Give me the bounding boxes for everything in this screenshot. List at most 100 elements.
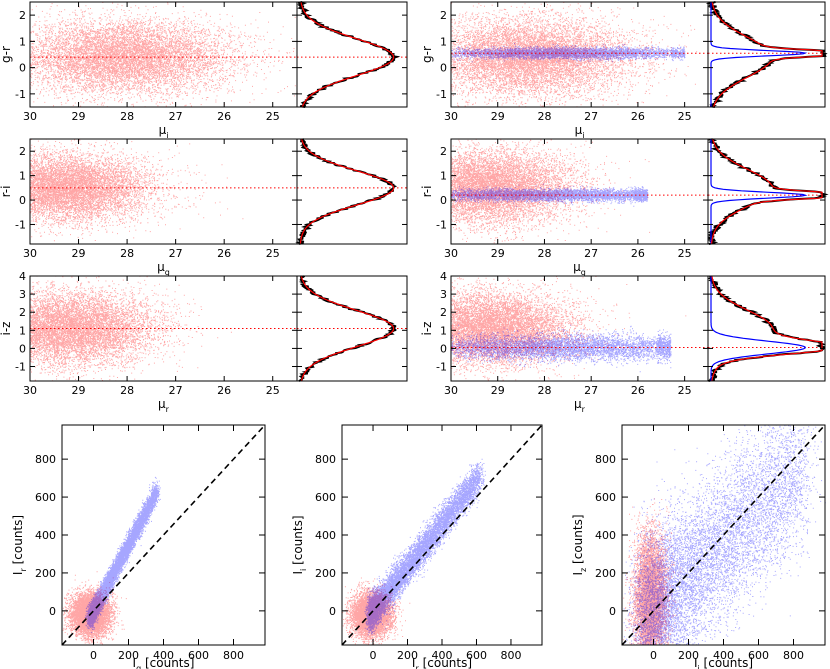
y-tick-label: 0 [329,605,336,618]
x-axis-label-subscript: r [166,405,170,414]
y-tick-label: 800 [595,453,616,466]
y-axis-label-part: I [571,572,585,576]
one-to-one-line [61,424,266,646]
y-tick-label: -1 [436,88,447,101]
x-tick-label: 29 [72,110,86,123]
x-tick-label: 29 [491,247,505,260]
x-tick-label: 200 [118,649,139,662]
scatter-points-layer [30,1,826,646]
x-axis-label-subscript: r [582,405,586,414]
x-axis-label-part: g [136,664,141,669]
x-tick-label: 25 [678,384,692,397]
x-tick-label: 30 [444,384,458,397]
y-tick-label: 0 [440,62,447,75]
scatter-points [62,571,127,645]
x-tick-label: 25 [266,247,280,260]
x-tick-label: 30 [444,110,458,123]
y-axis-label: i-z [420,322,434,336]
histogram-field-fit [711,138,823,244]
x-tick-label: 600 [748,649,769,662]
histogram-cluster-fit [710,276,806,381]
x-tick-label: 27 [584,384,598,397]
histogram-panel-frame [707,1,826,108]
histogram-field-fit [300,275,395,382]
y-tick-label: 1 [440,324,447,337]
x-tick-label: 800 [223,649,244,662]
reference-lines-layer [30,1,829,646]
x-axis-label: Ig [counts] [133,656,195,669]
x-tick-label: 28 [120,247,134,260]
x-tick-label: 25 [266,384,280,397]
y-tick-label: 1 [440,35,447,48]
y-axis-label: Ir [counts] [11,515,28,575]
y-tick-label: 0 [440,342,447,355]
x-tick-label: 29 [491,384,505,397]
point-cloud [62,571,127,645]
y-tick-label: 0 [440,194,447,207]
y-tick-label: 200 [35,567,56,580]
y-tick-label: 2 [19,145,26,158]
y-tick-label: -1 [436,218,447,231]
x-tick-label: 200 [678,649,699,662]
x-tick-label: 29 [491,110,505,123]
histogram-data [297,1,401,108]
point-cloud [451,138,651,244]
tick-marks-layer [29,2,825,645]
point-cloud [622,498,682,646]
scatter-points [451,324,672,373]
x-tick-label: 27 [584,110,598,123]
x-axis-label-part: I [133,656,137,669]
x-axis-label: μg [573,260,586,277]
x-axis-label-part: r [415,664,419,669]
x-tick-label: 26 [631,384,645,397]
y-tick-label: -1 [15,361,26,374]
x-axis-label-base: μ [575,123,583,137]
x-tick-label: 29 [72,384,86,397]
point-cloud [30,138,244,242]
y-tick-label: 400 [595,529,616,542]
x-tick-label: 25 [678,247,692,260]
x-axis-label: μg [157,260,170,277]
scatter-points [84,476,161,633]
histogram-field-fit [711,275,823,382]
x-tick-label: 29 [72,247,86,260]
y-tick-label: 1 [19,324,26,337]
x-tick-label: 30 [23,110,37,123]
scatter-points [623,424,826,646]
x-axis-label-base: μ [157,260,165,274]
point-cloud [84,476,161,633]
histogram-cluster-fit [710,139,808,244]
x-tick-label: 28 [537,247,551,260]
y-tick-label: 400 [315,529,336,542]
x-axis-label-base: μ [574,397,582,411]
x-axis-label-part: I [694,656,698,669]
y-tick-label: 0 [609,605,616,618]
y-axis-label-part: [counts] [571,514,585,567]
scatter-points [30,275,232,382]
histogram-panel-frame [296,138,408,245]
x-axis-label-base: μ [573,260,581,274]
x-tick-label: 28 [120,384,134,397]
y-tick-label: 2 [440,306,447,319]
point-cloud [451,276,687,381]
histogram-data [295,138,398,245]
y-axis-label: r-i [0,186,13,198]
y-tick-label: 200 [595,567,616,580]
y-axis-label: r-i [420,186,434,198]
x-tick-label: 0 [90,649,97,662]
y-tick-label: 600 [35,491,56,504]
scatter-points [451,43,686,66]
y-tick-label: 4 [440,270,447,283]
scatter-points [451,1,698,108]
histogram-cluster-fit [710,2,808,107]
x-axis-label: μr [574,397,586,414]
x-axis-label-part: [counts] [700,656,753,669]
histogram-panel-frame [296,1,408,108]
x-tick-label: 28 [537,384,551,397]
x-axis-label: Ii [counts] [694,656,753,669]
x-tick-label: 28 [537,110,551,123]
x-axis-label-subscript: g [165,268,170,277]
point-cloud [30,1,298,108]
